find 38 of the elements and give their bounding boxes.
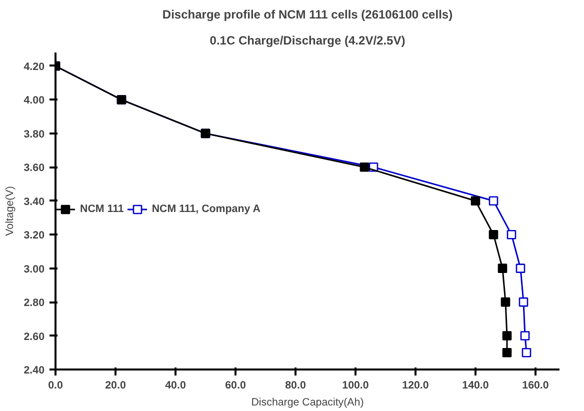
chart-subtitle: 0.1C Charge/Discharge (4.2V/2.5V) [210,34,406,48]
point [470,196,480,206]
y-tick-label: 4.00 [24,94,45,107]
y-tick-label: 4.20 [24,60,45,73]
legend-label: NCM 111, Company A [152,203,260,215]
y-tick-label: 2.80 [24,297,45,310]
point [502,331,512,340]
x-tick-label: 140.0 [462,380,489,392]
y-tick-label: 3.40 [24,196,45,208]
x-tick-label: 40.0 [165,380,186,392]
x-tick-label: 160.0 [522,380,549,392]
legend-label: NCM 111 [80,203,124,215]
y-tick-label: 2.60 [24,330,45,343]
x-tick-label: 20.0 [105,380,126,392]
x-tick-label: 120.0 [402,380,429,392]
point [488,230,498,240]
point [500,297,510,307]
y-axis-title: Voltage(V) [4,186,16,236]
x-axis-title: Discharge Capacity(Ah) [251,396,364,408]
point [516,264,526,273]
y-tick-label: 3.00 [24,263,45,276]
x-tick-label: 60.0 [225,380,246,392]
point [488,196,498,206]
x-tick-label: 0.0 [48,380,63,392]
y-tick-label: 3.60 [24,162,45,174]
point [502,348,512,358]
point [520,331,530,340]
y-tick-label: 3.80 [24,128,45,140]
chart-title: Discharge profile of NCM 111 cells (26106100 cells) [162,8,453,22]
y-tick-label: 3.20 [24,230,45,242]
point [506,230,516,240]
x-tick-label: 100.0 [342,380,369,392]
x-tick-label: 80.0 [285,380,306,392]
point [518,297,528,307]
point [360,162,370,172]
point [498,264,508,273]
point [522,348,532,358]
y-tick-label: 2.40 [24,364,45,376]
